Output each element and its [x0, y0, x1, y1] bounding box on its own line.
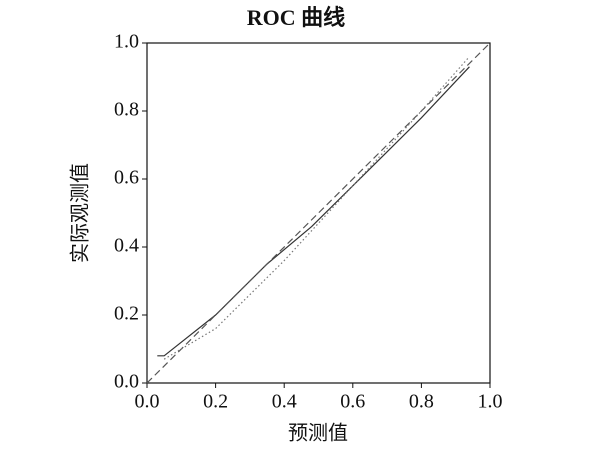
x-tick-label: 0.4 [272, 391, 297, 413]
y-axis-label: 实际观测值 [69, 163, 92, 263]
x-axis-label: 预测值 [288, 422, 348, 445]
series-line [157, 66, 470, 357]
x-tick-label: 0.0 [135, 391, 160, 413]
series-line [146, 42, 491, 384]
x-tick-label: 0.2 [203, 391, 228, 413]
y-tick-label: 0.8 [114, 99, 139, 121]
series-line [163, 56, 470, 360]
y-tick-label: 0.0 [114, 371, 139, 393]
x-tick-label: 0.8 [409, 391, 434, 413]
x-tick-label: 1.0 [478, 391, 503, 413]
y-tick-label: 0.4 [114, 235, 139, 257]
plot-frame [146, 42, 491, 384]
chart-title: ROC 曲线 [247, 5, 345, 30]
y-tick-label: 1.0 [114, 31, 139, 53]
y-tick-label: 0.6 [114, 167, 139, 189]
x-tick-label: 0.6 [340, 391, 365, 413]
y-tick-label: 0.2 [114, 303, 139, 325]
